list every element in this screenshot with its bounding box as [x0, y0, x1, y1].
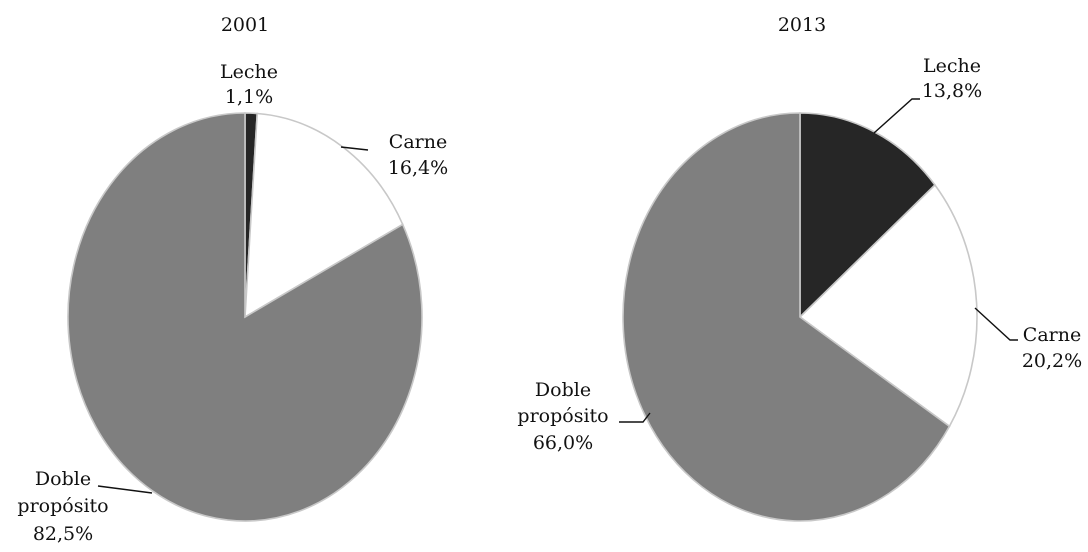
label-doble-value-2013: 66,0% [533, 432, 593, 454]
label-doble-line2-2013: propósito [517, 405, 608, 427]
label-leche-value-2001: 1,1% [225, 86, 273, 108]
pie-slice-doble-proposito-2013 [622, 112, 951, 522]
pie-chart-2013: 2013 Leche 13,8% Carne 20,2% Doble propó… [517, 14, 1082, 522]
leader-line-carne-2001 [340, 146, 369, 151]
slices-2013 [622, 112, 978, 522]
label-doble-line1-2013: Doble [535, 379, 591, 401]
label-leche-name-2001: Leche [220, 61, 278, 83]
label-carne-value-2013: 20,2% [1022, 350, 1082, 372]
leader-line-carne-2013 [974, 307, 1018, 341]
label-doble-line2-2001: propósito [17, 495, 108, 517]
leader-line-leche-2013 [873, 98, 920, 134]
label-carne-name-2013: Carne [1023, 324, 1081, 346]
pie-slice-doble-proposito-2001 [67, 112, 423, 522]
leader-line-doble-2013 [619, 412, 651, 423]
label-carne-value-2001: 16,4% [388, 157, 448, 179]
label-carne-name-2001: Carne [389, 131, 447, 153]
chart-title-2001: 2001 [221, 14, 269, 36]
label-leche-name-2013: Leche [923, 55, 981, 77]
leader-line-doble-2001 [97, 485, 153, 494]
pie-slice-carne-2013 [798, 183, 978, 428]
slices-2001 [67, 112, 423, 522]
label-doble-line1-2001: Doble [35, 468, 91, 490]
label-leche-value-2013: 13,8% [922, 80, 982, 102]
chart-title-2013: 2013 [778, 14, 826, 36]
label-doble-value-2001: 82,5% [33, 523, 93, 545]
pie-chart-2001: 2001 Leche 1,1% Carne 16,4% Doble propós… [17, 14, 448, 545]
